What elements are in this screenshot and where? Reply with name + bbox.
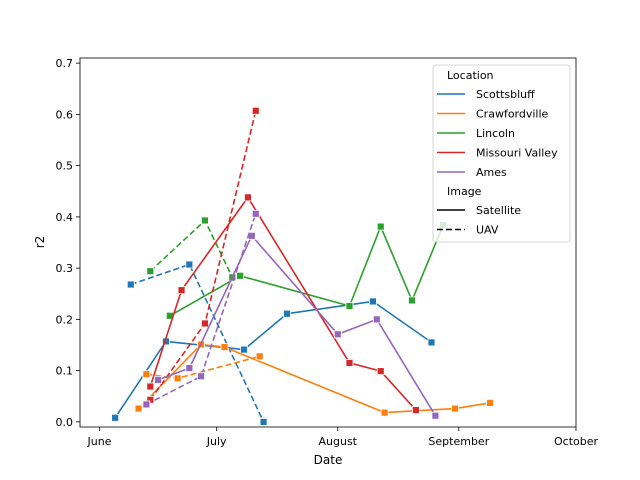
plot-frame xyxy=(79,57,577,428)
series-lincoln-satellite-point xyxy=(376,222,385,231)
y-axis: 0.0 0.1 0.2 0.3 0.4 0.5 0.6 0.7 xyxy=(56,57,80,429)
series-lincoln-uav-point xyxy=(146,267,155,276)
y-tick-label: 0.7 xyxy=(56,57,74,70)
y-tick-label: 0.5 xyxy=(56,160,74,173)
series-ames-satellite-point xyxy=(372,315,381,324)
legend-label-satellite: Satellite xyxy=(476,204,521,217)
x-axis: June July August September October xyxy=(87,427,598,448)
series-ames-satellite-point xyxy=(154,375,163,384)
series-missouri-valley-satellite-point xyxy=(146,382,155,391)
series-missouri-valley-uav-point xyxy=(201,319,209,328)
series-ames-satellite-line xyxy=(157,235,437,417)
series-scottsbluff-uav-line xyxy=(130,263,265,423)
series-crawfordville-uav-point xyxy=(255,352,264,361)
series-scottsbluff-uav-point xyxy=(126,280,135,289)
legend: Location Scottsbluff Crawfordville Lincoln M… xyxy=(432,64,571,243)
legend-label-uav: UAV xyxy=(476,224,499,237)
x-tick-label: August xyxy=(319,435,358,448)
series-layer xyxy=(111,106,494,426)
series-ames-uav-line xyxy=(146,213,257,406)
legend-label-missouri-valley: Missouri Valley xyxy=(476,147,558,160)
x-tick-label: September xyxy=(428,435,489,448)
series-scottsbluff-uav-point xyxy=(259,417,268,426)
series-ames-satellite-point xyxy=(431,411,440,420)
series-scottsbluff-satellite-point xyxy=(283,309,291,318)
series-missouri-valley-satellite-point xyxy=(345,359,354,367)
series-lincoln-satellite-point xyxy=(236,271,245,280)
series-crawfordville-satellite-point xyxy=(134,404,143,413)
series-crawfordville-satellite-line xyxy=(138,343,491,414)
series-ames-satellite-point xyxy=(185,364,194,372)
series-lincoln-satellite-point xyxy=(408,296,416,305)
y-axis-label: r2 xyxy=(33,236,47,249)
series-scottsbluff-satellite-point xyxy=(111,413,120,422)
series-missouri-valley-satellite-point xyxy=(177,286,186,295)
series-scottsbluff-uav-point xyxy=(185,260,194,269)
series-crawfordville-satellite-point xyxy=(486,399,494,407)
series-ames-uav-point xyxy=(142,400,151,409)
series-lincoln-satellite-point xyxy=(345,302,354,310)
legend-title-image: Image xyxy=(447,185,482,198)
series-missouri-valley-satellite-line xyxy=(149,196,417,411)
series-ames-satellite-point xyxy=(333,330,342,339)
y-tick-label: 0.2 xyxy=(56,313,74,326)
series-lincoln-satellite-line xyxy=(169,224,444,317)
legend-label-scottsbluff: Scottsbluff xyxy=(476,88,535,101)
y-tick-label: 0.3 xyxy=(56,262,74,275)
legend-label-crawfordville: Crawfordville xyxy=(476,108,549,121)
series-ames-uav-point xyxy=(251,209,260,218)
legend-label-ames: Ames xyxy=(476,166,507,179)
y-tick-label: 0.6 xyxy=(56,108,74,121)
x-tick-label: June xyxy=(87,435,112,448)
series-ames-uav-point xyxy=(197,372,205,381)
series-missouri-valley-satellite-point xyxy=(411,406,420,414)
series-scottsbluff-satellite-point xyxy=(369,297,377,306)
series-missouri-valley-satellite-point xyxy=(376,367,385,376)
y-tick-label: 0.0 xyxy=(56,416,74,429)
series-crawfordville-uav-point xyxy=(173,374,182,383)
series-missouri-valley-satellite-point xyxy=(244,193,252,202)
legend-label-lincoln: Lincoln xyxy=(476,127,515,140)
series-crawfordville-satellite-point xyxy=(220,343,229,351)
series-crawfordville-satellite-point xyxy=(380,408,389,417)
legend-title-location: Location xyxy=(447,69,494,82)
y-tick-label: 0.1 xyxy=(56,365,74,378)
legend-box xyxy=(432,64,571,243)
x-axis-label: Date xyxy=(314,453,343,467)
x-tick-label: October xyxy=(554,435,598,448)
series-scottsbluff-satellite-point xyxy=(427,338,436,347)
series-missouri-valley-uav-point xyxy=(146,395,155,404)
y-tick-label: 0.4 xyxy=(56,211,74,224)
series-crawfordville-satellite-point xyxy=(451,404,459,413)
series-crawfordville-uav-point xyxy=(142,370,151,379)
series-missouri-valley-uav-point xyxy=(251,106,260,115)
series-lincoln-uav-point xyxy=(201,216,209,225)
series-scottsbluff-satellite-point xyxy=(240,345,248,354)
x-tick-label: July xyxy=(206,435,227,448)
